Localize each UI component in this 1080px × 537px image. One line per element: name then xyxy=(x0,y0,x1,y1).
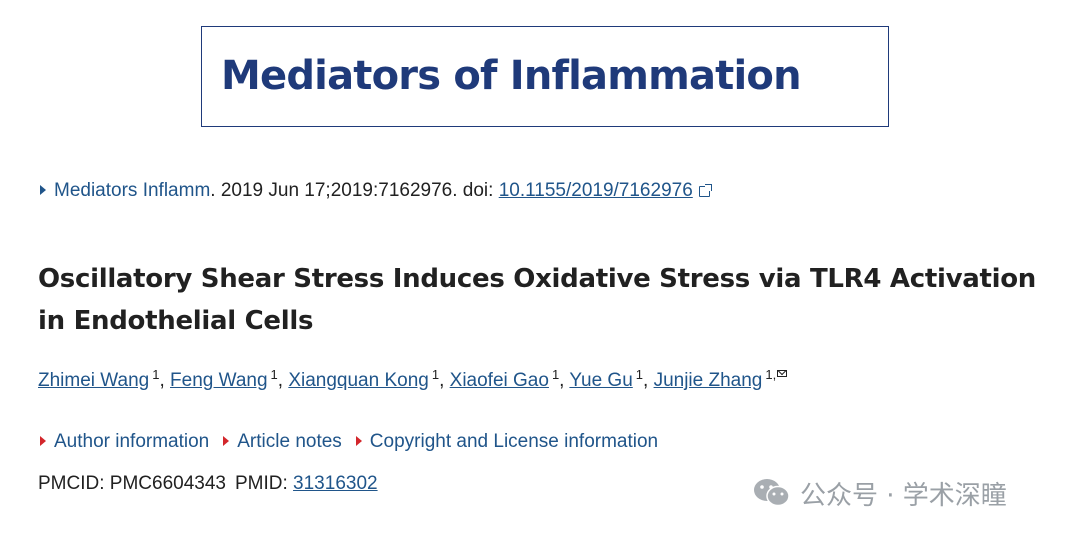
expand-triangle-icon[interactable] xyxy=(355,436,362,446)
author-link-xiaofei-gao[interactable]: Xiaofei Gao xyxy=(449,370,549,391)
expand-triangle-icon[interactable] xyxy=(223,436,230,446)
pmcid-value: PMC6604343 xyxy=(109,473,226,494)
author-link-xiangquan-kong[interactable]: Xiangquan Kong xyxy=(288,370,429,391)
author-link-yue-gu[interactable]: Yue Gu xyxy=(569,370,633,391)
author-affiliation[interactable]: 1 xyxy=(270,367,278,382)
external-link-icon[interactable] xyxy=(698,184,712,197)
author-affiliation[interactable]: 1, xyxy=(765,367,777,382)
article-title: Oscillatory Shear Stress Induces Oxidati… xyxy=(38,264,1036,336)
watermark: 公众号 · 学术深瞳 xyxy=(752,476,1007,511)
copyright-license-link[interactable]: Copyright and License information xyxy=(369,431,659,452)
envelope-icon[interactable] xyxy=(777,370,788,377)
pmcid-label: PMCID: xyxy=(38,473,110,494)
journal-banner-title: Mediators of Inflammation xyxy=(221,53,802,99)
journal-banner[interactable]: Mediators of Inflammation xyxy=(201,26,889,127)
author-link-zhimei-wang[interactable]: Zhimei Wang xyxy=(38,370,150,391)
article-notes-link[interactable]: Article notes xyxy=(237,431,342,452)
citation-details: . 2019 Jun 17;2019:7162976. doi: xyxy=(210,180,499,201)
doi-link[interactable]: 10.1155/2019/7162976 xyxy=(498,180,693,201)
author-affiliation[interactable]: 1 xyxy=(431,367,440,382)
expand-triangle-icon[interactable] xyxy=(40,436,46,446)
watermark-text: 公众号 · 学术深瞳 xyxy=(800,480,1007,511)
author-information-link[interactable]: Author information xyxy=(54,431,210,452)
expand-triangle-icon[interactable] xyxy=(40,185,46,195)
wechat-icon xyxy=(754,479,790,507)
author-link-feng-wang[interactable]: Feng Wang xyxy=(170,370,268,391)
author-link-junjie-zhang[interactable]: Junjie Zhang xyxy=(653,370,763,391)
author-affiliation[interactable]: 1 xyxy=(152,367,160,382)
author-affiliation[interactable]: 1 xyxy=(551,367,560,382)
author-affiliation[interactable]: 1 xyxy=(635,367,644,382)
article-info-links: Author information Article notes Copyright… xyxy=(40,431,672,453)
pmid-link[interactable]: 31316302 xyxy=(293,473,378,494)
journal-abbrev-link[interactable]: Mediators Inflamm xyxy=(54,180,211,201)
article-identifiers: PMCID: PMC6604343 PMID: 31316302 xyxy=(38,473,378,495)
pmid-label: PMID: xyxy=(234,473,294,494)
citation-line: Mediators Inflamm. 2019 Jun 17;2019:7162… xyxy=(40,180,712,202)
author-list: Zhimei Wang 1, Feng Wang 1, Xiangquan Kong… xyxy=(38,367,788,392)
